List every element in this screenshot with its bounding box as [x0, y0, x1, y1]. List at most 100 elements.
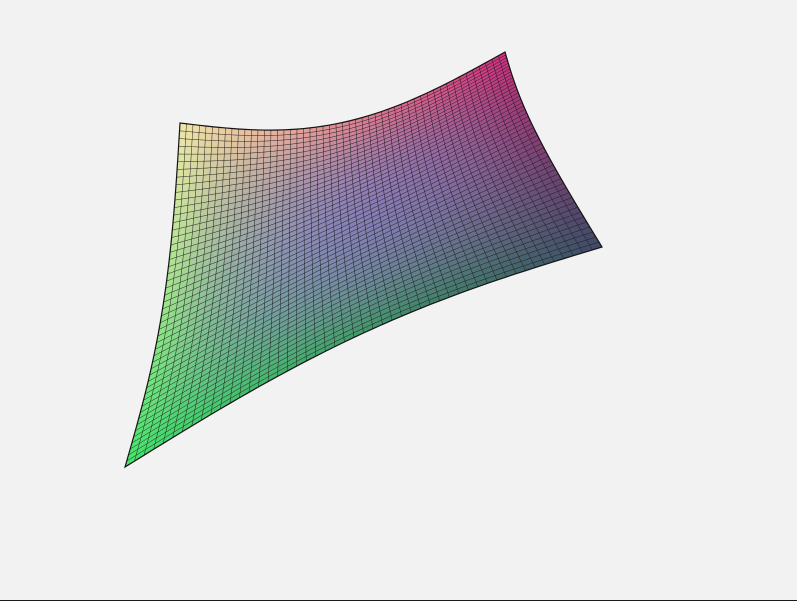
surface-patch: [215, 179, 224, 188]
surface-patch: [270, 134, 278, 142]
surface-patch: [250, 152, 258, 160]
surface-patch: [224, 147, 232, 155]
surface-patch: [211, 140, 219, 148]
surface-patch: [236, 170, 244, 179]
surface-patch: [198, 139, 206, 148]
surface-patch: [182, 168, 191, 177]
surface-patch: [229, 171, 238, 180]
surface-patch: [243, 152, 251, 160]
surface-patch: [256, 151, 265, 159]
surface-patch: [176, 168, 185, 178]
surface-patch: [264, 129, 272, 136]
surface-patch: [218, 133, 226, 142]
surface-patch: [203, 160, 212, 169]
surface-patch: [183, 153, 192, 162]
surface-patch: [202, 174, 211, 183]
surface-patch: [188, 189, 196, 199]
surface-patch: [191, 139, 199, 148]
surface-patch: [176, 161, 185, 170]
surface-patch: [257, 129, 265, 136]
surface-patch: [270, 150, 278, 158]
surface-patch: [270, 140, 278, 147]
surface-patch: [230, 159, 238, 167]
surface-patch: [191, 131, 200, 140]
surface-patch: [263, 140, 272, 147]
surface-patch: [222, 172, 231, 181]
surface-outline: [123, 51, 603, 469]
surface-patch: [244, 129, 252, 136]
surface-patch: [185, 131, 193, 140]
surface-patch: [283, 139, 291, 146]
surface-patch: [277, 134, 285, 141]
surface-patch: [230, 147, 239, 155]
surface-patch: [223, 159, 231, 168]
surface-patch: [223, 153, 232, 161]
surface-patch: [263, 156, 271, 164]
surface-patch: [276, 144, 285, 152]
surface-patch: [230, 153, 238, 161]
surface-patch: [203, 167, 211, 176]
surface-patch: [249, 163, 258, 171]
surface-patch: [210, 153, 218, 162]
surface-patch: [195, 181, 204, 191]
surface-patch: [204, 146, 212, 155]
surface-patch: [244, 135, 252, 142]
surface-patch: [250, 146, 258, 154]
surface-patch: [197, 153, 205, 162]
surface-patch: [263, 135, 272, 142]
surface-patch: [283, 134, 291, 141]
surface-patch: [250, 140, 258, 148]
surface-patch: [194, 188, 203, 198]
surface-patch: [210, 160, 218, 169]
surface-patch: [263, 145, 271, 153]
surface-patch: [276, 139, 285, 146]
surface-patch: [256, 157, 265, 165]
surface-patch: [237, 134, 246, 142]
surface-patch: [277, 129, 285, 136]
surface-patch: [181, 190, 190, 200]
surface-patch: [250, 135, 259, 142]
surface-patch: [229, 165, 238, 173]
surface-patch: [216, 173, 224, 181]
surface-patch: [189, 175, 197, 184]
surface-patch: [217, 153, 225, 161]
surface-patch: [196, 160, 205, 169]
surface-patch: [230, 140, 239, 148]
surface-patch: [195, 174, 204, 184]
surface-patch: [181, 183, 190, 192]
surface-patch: [236, 164, 244, 173]
surface-patch: [189, 168, 198, 177]
surface-patch: [208, 180, 217, 189]
surface-patch: [222, 178, 231, 187]
surface-patch: [184, 146, 192, 155]
surface-patch: [244, 141, 252, 148]
surface-patch: [217, 140, 226, 148]
surface-patch: [231, 134, 239, 142]
surface-patch: [198, 132, 206, 141]
surface-patch: [238, 128, 246, 136]
surface-patch: [250, 157, 258, 165]
surface-patch: [190, 161, 198, 170]
surface-patch: [180, 197, 189, 207]
surface-patch: [177, 153, 185, 162]
surface-patch: [194, 195, 203, 205]
surface-patch: [204, 139, 213, 148]
surface-patch: [243, 158, 251, 166]
surface-patch: [211, 133, 219, 141]
surface-patch: [251, 129, 259, 136]
surface-patch: [210, 147, 219, 155]
surface-patch: [270, 145, 278, 152]
surface-patch: [191, 146, 199, 155]
surface-patch: [243, 146, 252, 154]
surface-patch: [204, 132, 213, 141]
surface-patch: [196, 167, 204, 176]
surface-patch: [197, 146, 206, 155]
surface-patch: [229, 177, 237, 186]
surface-patch: [263, 151, 271, 158]
surface-patch: [208, 186, 217, 196]
surface-patch: [236, 159, 245, 167]
surface-patch: [257, 140, 265, 148]
surface-patch: [257, 146, 265, 153]
